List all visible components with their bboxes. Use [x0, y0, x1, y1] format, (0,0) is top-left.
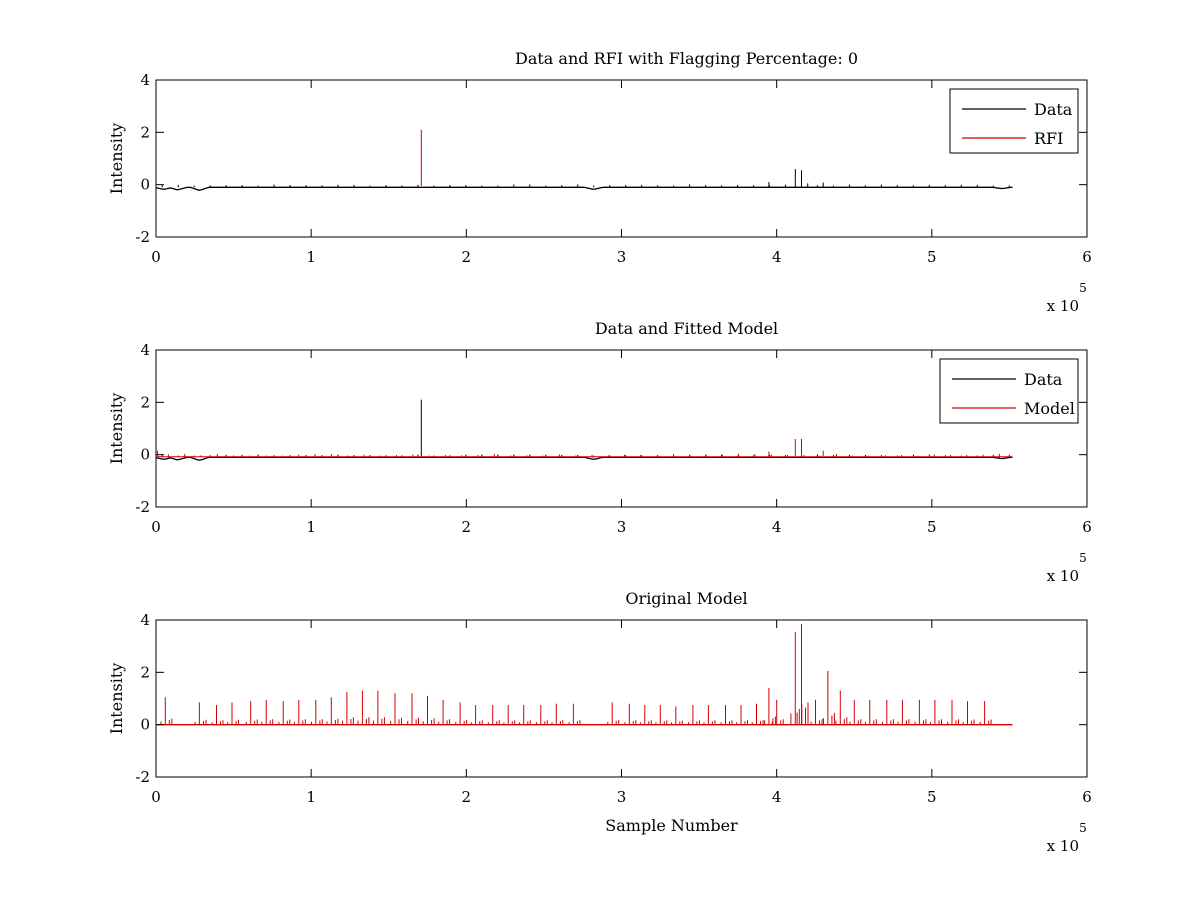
plot-area — [156, 129, 1013, 191]
y-tick-label: 0 — [140, 446, 150, 464]
y-tick-label: 2 — [140, 123, 150, 141]
x-tick-label: 3 — [617, 788, 627, 806]
axes-box — [155, 349, 1088, 508]
y-tick-label: 2 — [140, 393, 150, 411]
legend-entry: Data — [1024, 370, 1063, 389]
y-tick-label: 0 — [140, 716, 150, 734]
x-tick-label: 2 — [462, 788, 472, 806]
x-tick-label: 2 — [462, 518, 472, 536]
y-axis-label: Intensity — [107, 123, 126, 195]
x-tick-label: 3 — [617, 248, 627, 266]
plot-area — [156, 623, 1013, 726]
y-tick-label: -2 — [135, 768, 150, 786]
x-tick-label: 6 — [1082, 248, 1092, 266]
y-tick-label: -2 — [135, 498, 150, 516]
axes-box — [155, 79, 1088, 238]
x-multiplier: x 10 — [1047, 567, 1079, 585]
x-tick-label: 0 — [151, 248, 161, 266]
axes-box — [155, 619, 1088, 778]
legend-entry: Model — [1024, 399, 1075, 418]
legend: Data Model — [939, 358, 1079, 424]
y-axis-label: Intensity — [107, 663, 126, 735]
x-tick-label: 2 — [462, 248, 472, 266]
x-multiplier-exponent: 5 — [1079, 551, 1087, 565]
series-line — [156, 186, 1013, 191]
x-multiplier-exponent: 5 — [1079, 821, 1087, 835]
y-tick-label: 4 — [140, 71, 150, 89]
series-data — [156, 169, 1013, 191]
y-tick-label: 0 — [140, 176, 150, 194]
x-axis-label: Sample Number — [605, 816, 738, 835]
x-tick-label: 5 — [927, 248, 937, 266]
series-line — [156, 456, 1013, 461]
x-tick-label: 3 — [617, 518, 627, 536]
x-tick-label: 6 — [1082, 788, 1092, 806]
x-tick-label: 4 — [772, 788, 782, 806]
chart-title: Original Model — [625, 589, 747, 608]
legend-entry: Data — [1034, 100, 1073, 119]
x-tick-label: 5 — [927, 518, 937, 536]
x-tick-label: 1 — [306, 788, 316, 806]
x-multiplier-exponent: 5 — [1079, 281, 1087, 295]
chart-title: Data and Fitted Model — [595, 319, 778, 338]
y-tick-label: -2 — [135, 228, 150, 246]
legend: Data RFI — [949, 88, 1079, 154]
y-tick-label: 4 — [140, 611, 150, 629]
x-tick-label: 0 — [151, 788, 161, 806]
legend-entry: RFI — [1034, 129, 1063, 148]
x-tick-label: 1 — [306, 248, 316, 266]
x-tick-label: 5 — [927, 788, 937, 806]
x-tick-label: 4 — [772, 518, 782, 536]
chart-title: Data and RFI with Flagging Percentage: 0 — [515, 49, 858, 68]
legend-box — [939, 358, 1079, 424]
x-tick-label: 1 — [306, 518, 316, 536]
y-axis-label: Intensity — [107, 393, 126, 465]
x-multiplier: x 10 — [1047, 297, 1079, 315]
y-tick-label: 2 — [140, 663, 150, 681]
y-tick-label: 4 — [140, 341, 150, 359]
x-multiplier: x 10 — [1047, 837, 1079, 855]
x-tick-label: 4 — [772, 248, 782, 266]
x-tick-label: 6 — [1082, 518, 1092, 536]
legend-box — [949, 88, 1079, 154]
x-tick-label: 0 — [151, 518, 161, 536]
plot-area — [156, 399, 1013, 461]
series-model-0 — [156, 623, 1013, 726]
series-model — [156, 439, 1013, 458]
